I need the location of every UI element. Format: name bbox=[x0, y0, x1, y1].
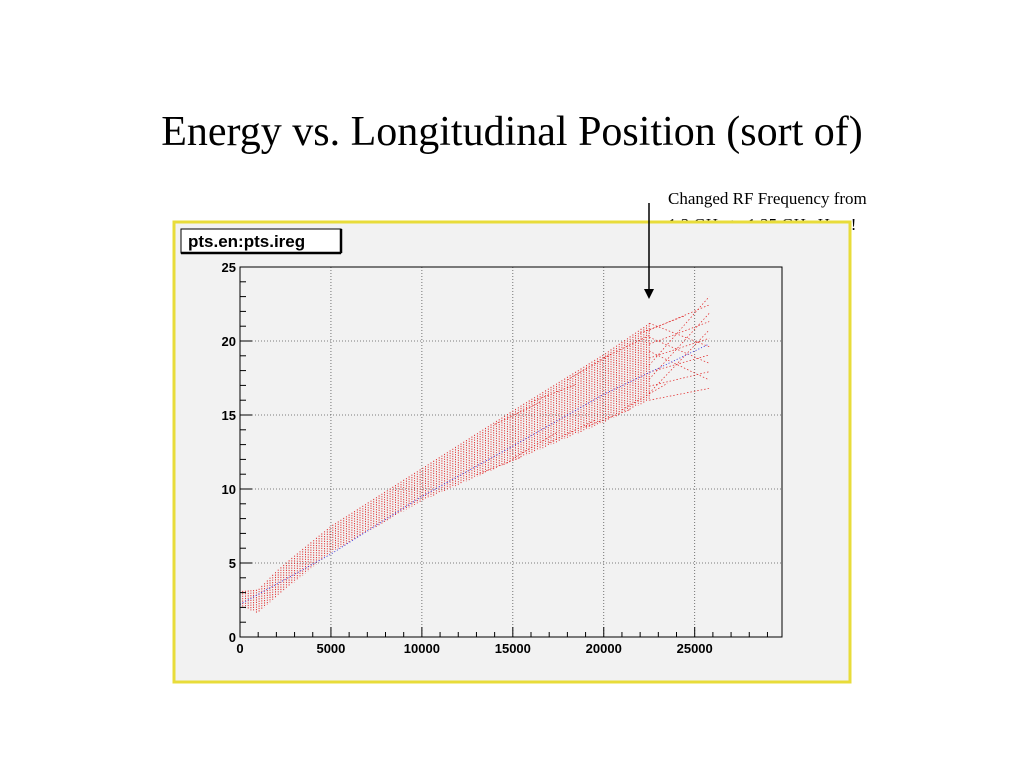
x-tick-label: 5000 bbox=[316, 641, 345, 656]
chart-frame bbox=[172, 220, 852, 684]
annotation-line-1: Changed RF Frequency from bbox=[668, 189, 867, 208]
annotation-arrow bbox=[644, 203, 654, 299]
slide-title: Energy vs. Longitudinal Position (sort o… bbox=[161, 109, 863, 155]
grid bbox=[240, 267, 782, 637]
x-tick-label: 10000 bbox=[404, 641, 440, 656]
y-tick-label: 0 bbox=[229, 630, 236, 645]
histogram-title: pts.en:pts.ireg bbox=[188, 232, 305, 251]
x-tick-label: 0 bbox=[236, 641, 243, 656]
y-tick-label: 15 bbox=[222, 408, 236, 423]
histogram-title-box: pts.en:pts.ireg bbox=[180, 228, 343, 255]
y-tick-label: 5 bbox=[229, 556, 236, 571]
y-tick-label: 10 bbox=[222, 482, 236, 497]
plot-area-border bbox=[239, 266, 783, 638]
red-point-fan bbox=[476, 296, 710, 476]
x-tick-label: 15000 bbox=[495, 641, 531, 656]
y-tick-label: 20 bbox=[222, 334, 236, 349]
y-tick-label: 25 bbox=[222, 260, 236, 275]
axis-ticks: 0 5000 10000 15000 20000 25000 0 5 10 15 20 25 bbox=[222, 260, 768, 656]
x-tick-label: 25000 bbox=[677, 641, 713, 656]
x-tick-label: 20000 bbox=[586, 641, 622, 656]
